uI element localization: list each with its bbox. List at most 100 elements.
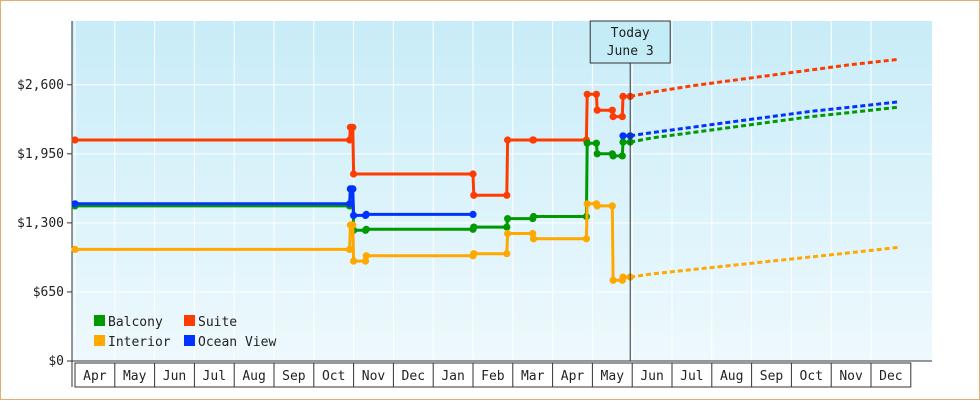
y-tick-label: $2,600	[17, 78, 64, 93]
data-point[interactable]	[362, 210, 370, 218]
x-tick-label: Dec	[402, 369, 425, 384]
legend-label: Interior	[108, 335, 171, 350]
legend-label: Suite	[198, 315, 237, 330]
data-point[interactable]	[350, 170, 358, 178]
legend-label: Ocean View	[198, 335, 276, 350]
data-point[interactable]	[618, 113, 626, 121]
y-tick-label: $1,950	[17, 147, 64, 162]
legend-swatch	[184, 315, 195, 326]
data-point[interactable]	[583, 90, 591, 98]
today-marker: Today June 3	[589, 20, 671, 361]
data-point[interactable]	[593, 202, 601, 210]
data-point[interactable]	[346, 200, 354, 208]
data-point[interactable]	[503, 223, 511, 231]
data-point[interactable]	[529, 212, 538, 221]
legend-swatch	[94, 335, 105, 346]
data-point[interactable]	[469, 210, 477, 218]
series-interior	[71, 200, 900, 284]
legend-label: Balcony	[108, 315, 163, 330]
x-tick-label: May	[601, 369, 625, 384]
month-strip	[74, 362, 912, 388]
y-tick-label: $650	[33, 285, 64, 300]
data-point[interactable]	[71, 136, 79, 144]
x-tick-label: Jun	[640, 369, 663, 384]
forecast-line	[629, 105, 900, 144]
data-point[interactable]	[619, 273, 627, 281]
x-tick-label: Jul	[203, 369, 226, 384]
data-point[interactable]	[349, 123, 357, 131]
data-point[interactable]	[470, 250, 478, 258]
x-tick-label: Feb	[481, 369, 505, 384]
data-point[interactable]	[609, 113, 617, 121]
x-tick-label: Sep	[760, 369, 784, 384]
x-tick-label: Apr	[83, 369, 107, 384]
data-point[interactable]	[503, 191, 511, 199]
data-point[interactable]	[592, 90, 601, 98]
data-point[interactable]	[349, 185, 357, 193]
x-tick-label: Oct	[800, 369, 823, 384]
data-point[interactable]	[350, 211, 358, 219]
data-point[interactable]	[504, 229, 512, 238]
legend-item: Suite	[184, 315, 237, 330]
data-point[interactable]	[503, 250, 511, 258]
x-tick-label: Nov	[839, 369, 863, 384]
data-point[interactable]	[71, 245, 79, 253]
data-point[interactable]	[619, 132, 627, 140]
data-point[interactable]	[619, 138, 627, 146]
data-point[interactable]	[470, 223, 478, 231]
plot-background	[72, 21, 932, 361]
data-point[interactable]	[504, 215, 512, 223]
series-line	[75, 202, 631, 282]
data-point[interactable]	[609, 276, 617, 284]
data-point[interactable]	[469, 170, 477, 178]
data-point[interactable]	[619, 92, 627, 100]
data-point[interactable]	[346, 245, 354, 253]
data-point[interactable]	[618, 152, 626, 160]
x-tick-label: Aug	[720, 369, 743, 384]
data-point[interactable]	[608, 202, 616, 210]
data-point[interactable]	[592, 139, 601, 147]
grid	[72, 21, 932, 361]
data-point[interactable]	[350, 257, 358, 265]
data-point[interactable]	[361, 257, 370, 265]
data-point[interactable]	[346, 136, 354, 144]
data-point[interactable]	[529, 136, 538, 144]
x-tick-label: Jul	[680, 369, 703, 384]
y-tick-label: $1,300	[17, 216, 64, 231]
legend-item: Balcony	[94, 315, 163, 330]
x-tick-label: Nov	[362, 369, 386, 384]
today-label: Today	[611, 26, 650, 41]
data-point[interactable]	[582, 235, 591, 243]
series-ocean-view	[71, 100, 900, 219]
legend: Balcony Suite Interior Ocean View	[94, 315, 276, 350]
data-point[interactable]	[504, 136, 512, 144]
data-point[interactable]	[529, 235, 538, 243]
legend-swatch	[184, 335, 195, 346]
data-point[interactable]	[583, 139, 591, 147]
data-point[interactable]	[71, 200, 79, 208]
legend-item: Interior	[94, 335, 171, 350]
data-point[interactable]	[593, 106, 601, 114]
legend-swatch	[94, 315, 105, 326]
x-tick-label: Oct	[322, 369, 345, 384]
today-label-box	[589, 20, 671, 64]
today-date: June 3	[607, 44, 654, 59]
data-point[interactable]	[362, 225, 370, 233]
x-tick-label: Jan	[441, 369, 464, 384]
data-point[interactable]	[583, 200, 591, 208]
forecast-line	[629, 245, 900, 279]
data-point[interactable]	[529, 229, 537, 238]
data-point[interactable]	[349, 221, 357, 229]
data-point[interactable]	[470, 191, 478, 199]
series-layer	[71, 57, 900, 284]
forecast-line	[629, 57, 900, 98]
data-point[interactable]	[593, 150, 601, 158]
x-tick-label: Dec	[879, 369, 902, 384]
data-point[interactable]	[609, 152, 617, 160]
x-tick-label: Sep	[282, 369, 306, 384]
data-point[interactable]	[362, 252, 370, 260]
data-point[interactable]	[608, 106, 616, 114]
x-tick-label: Jun	[163, 369, 186, 384]
y-tick-label: $0	[48, 354, 64, 369]
